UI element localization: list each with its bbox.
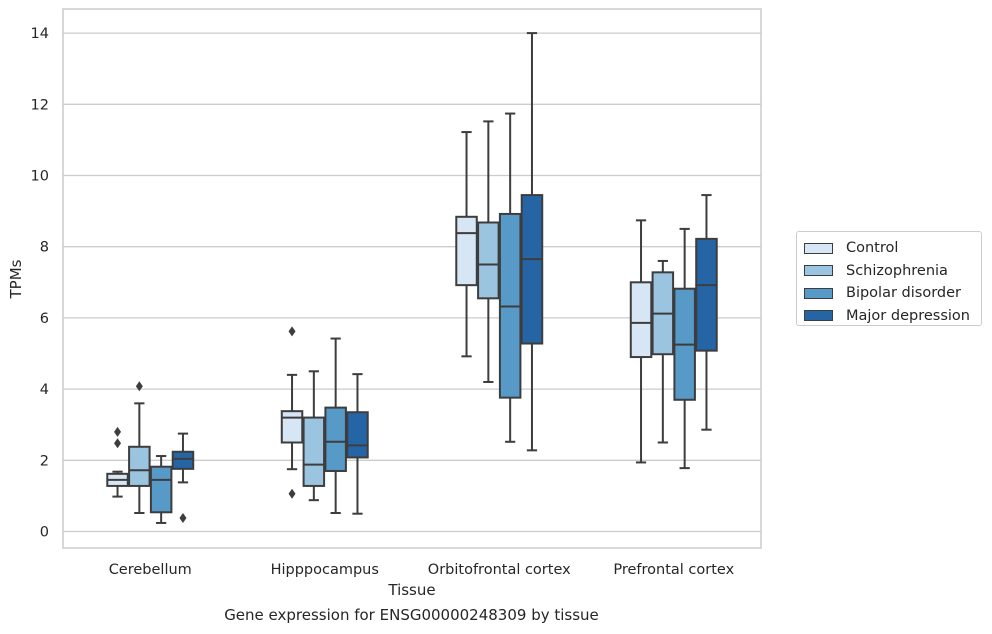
box-iqr [128,445,151,487]
y-tick-label: 14 [31,26,49,42]
box-schizophrenia [302,370,326,502]
legend-item: Schizophrenia [804,260,981,283]
box-iqr [520,194,544,345]
legend-swatch [804,265,833,277]
x-tick-label: Cerebellum [109,562,192,578]
box-bipolar-disorder [149,455,173,524]
y-tick-label: 6 [40,311,49,327]
y-tick-label: 4 [40,382,49,398]
box-schizophrenia [477,120,500,383]
outlier-point [114,438,122,449]
box-iqr [302,416,326,487]
box-major-depression [171,432,195,523]
plot-area [62,8,762,549]
y-tick-label: 8 [40,240,49,256]
box-schizophrenia [128,381,151,514]
y-tick-label: 12 [31,97,49,113]
y-axis-ticks: 0 2 4 6 8 10 12 14 [31,26,49,540]
chart-caption: Gene expression for ENSG00000248309 by t… [224,606,599,624]
outlier-point [114,426,122,437]
box-iqr [695,237,718,352]
box-iqr [455,215,478,287]
outlier-point [179,512,187,523]
box-iqr [346,411,369,459]
y-tick-label: 10 [31,169,49,185]
x-tick-label: Orbitofrontal cortex [428,562,571,578]
legend-item: Major depression [804,305,981,328]
box-major-depression [520,32,544,452]
y-axis-label: TPMs [7,259,25,299]
box-control [455,131,478,358]
box-iqr [149,465,173,514]
x-tick-label: Hipppocampus [271,562,379,578]
x-axis-ticks: Cerebellum Hipppocampus Orbitofrontal cort… [109,562,735,578]
box-iqr [280,410,304,444]
box-major-depression [346,373,369,515]
x-tick-label: Prefrontal cortex [613,562,734,578]
box-control [629,219,653,464]
box-control [106,426,129,498]
outlier-point [288,488,296,499]
legend-item: Bipolar disorder [804,282,981,305]
legend-label: Major depression [846,307,970,324]
box-schizophrenia [651,259,675,444]
legend-swatch [804,242,833,254]
box-major-depression [695,194,718,431]
box-bipolar-disorder [673,227,696,470]
legend-label: Control [846,240,899,257]
legend-swatch [804,287,833,299]
legend-swatch [804,310,833,322]
outlier-point [135,381,143,392]
box-bipolar-disorder [324,337,347,514]
legend-label: Bipolar disorder [846,285,961,302]
boxes [106,32,718,524]
x-axis-label: Tissue [387,581,435,599]
box-bipolar-disorder [498,112,522,443]
legend: Control Schizophrenia Bipolar disorder Majo… [796,231,982,326]
box-iqr [477,221,500,300]
y-tick-label: 2 [40,453,49,469]
legend-item: Control [804,237,981,260]
box-control [280,326,304,499]
outlier-point [288,326,296,337]
box-iqr [629,281,653,359]
legend-label: Schizophrenia [846,262,948,279]
y-tick-label: 0 [40,525,49,541]
box-iqr [324,406,347,472]
box-iqr [171,450,195,470]
